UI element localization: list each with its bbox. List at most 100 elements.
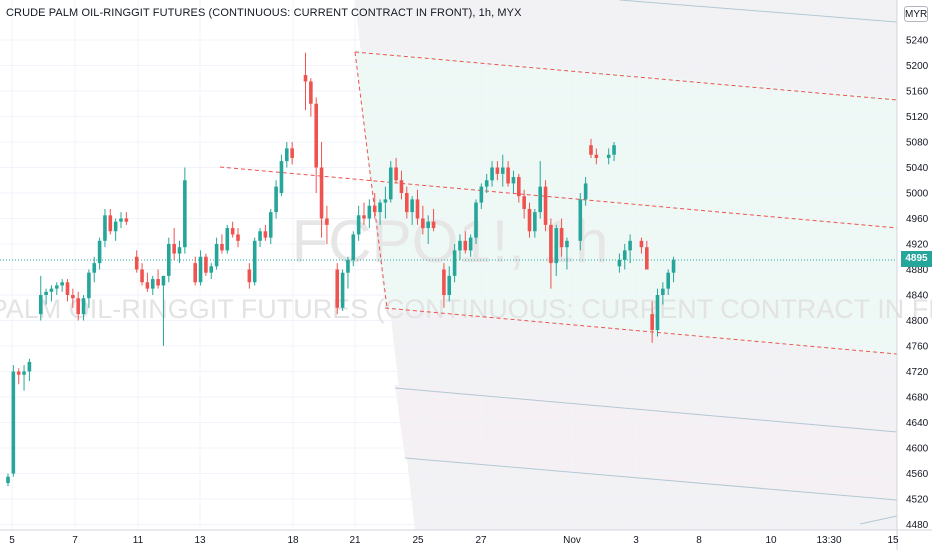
candle-body	[38, 295, 43, 315]
candle-body	[247, 269, 252, 283]
candle-body	[225, 228, 230, 251]
candle-body	[161, 275, 166, 286]
candle-body	[113, 221, 118, 232]
y-tick-label: 5080	[906, 138, 929, 149]
candle-body	[108, 215, 113, 232]
candle-body	[583, 183, 588, 200]
candle-body	[479, 186, 484, 203]
candle-body	[543, 186, 548, 225]
y-tick-label: 4800	[906, 316, 929, 327]
candle-body	[666, 272, 670, 289]
candle-body	[220, 244, 224, 251]
candle-body	[554, 228, 559, 264]
candle-body	[145, 282, 150, 289]
candle-body	[383, 199, 388, 203]
candle-body	[97, 240, 102, 264]
last-price-label: 4895	[901, 251, 932, 267]
candle-body	[71, 295, 75, 299]
candle-body	[378, 202, 382, 213]
candle-body	[209, 266, 214, 273]
fib-line	[394, 387, 898, 433]
currency-button[interactable]: MYR	[904, 6, 928, 22]
candle-body	[578, 199, 583, 241]
y-tick-label: 4960	[906, 214, 929, 225]
candle-body	[346, 259, 350, 273]
channel-fill	[355, 50, 897, 355]
y-tick-label: 4880	[906, 265, 929, 276]
candle-body	[452, 250, 457, 276]
candle-body	[594, 154, 599, 158]
candle-body	[506, 167, 510, 184]
candle-body	[49, 288, 54, 292]
candle-body	[388, 167, 393, 200]
candle-body	[622, 250, 627, 260]
y-tick-label: 4840	[906, 291, 929, 302]
candle-body	[60, 282, 64, 286]
y-tick-label: 5040	[906, 163, 929, 174]
candle-body	[103, 215, 107, 241]
candle-body	[290, 148, 294, 158]
candle-body	[538, 186, 542, 213]
x-tick-label: 7	[72, 535, 78, 546]
candle-body	[274, 186, 278, 213]
candle-body	[198, 256, 203, 283]
x-tick-label: 27	[475, 535, 487, 546]
x-tick-label: 13	[194, 535, 206, 546]
x-tick-label: 15	[887, 535, 899, 546]
candle-body	[92, 263, 97, 273]
candle-body	[27, 361, 32, 372]
candle-body	[372, 205, 377, 213]
price-axis: 4480 4520 4560 4600 4640 4680 4720 4760 4800 4840…	[896, 0, 929, 550]
candle-body	[426, 221, 430, 229]
y-tick-label: 5240	[906, 36, 929, 47]
candle-body	[474, 202, 478, 238]
x-tick-label: 21	[349, 535, 361, 546]
candle-body	[252, 240, 257, 283]
candle-body	[442, 269, 446, 295]
candle-body	[650, 314, 654, 331]
chart-drawings	[0, 0, 898, 525]
candle-body	[522, 196, 526, 209]
watermark-description: CRUDE PALM OIL-RINGGIT FUTURES (CONTINUO…	[0, 294, 932, 324]
candle-body	[463, 240, 468, 251]
candle-body	[410, 199, 414, 213]
y-tick-label: 4920	[906, 240, 929, 251]
candle-body	[340, 272, 345, 308]
time-axis: 5 7 11 13 18 21 25 27 Nov 3 8 10 13:30 15	[0, 529, 932, 546]
x-tick-label: 18	[287, 535, 299, 546]
y-tick-label: 4600	[906, 444, 929, 455]
candle-body	[458, 240, 462, 251]
candle-body	[76, 298, 80, 315]
fib-line	[859, 515, 898, 525]
candle-body	[325, 218, 329, 225]
candle-body	[490, 167, 494, 181]
x-tick-label: 8	[696, 535, 702, 546]
candle-body	[589, 145, 593, 155]
candle-body	[617, 259, 622, 267]
candle-body	[140, 269, 144, 283]
y-tick-label: 4720	[906, 367, 929, 378]
candle-body	[356, 215, 361, 235]
candle-body	[533, 212, 537, 232]
candle-body	[399, 180, 404, 193]
candle-body	[258, 231, 262, 241]
candle-body	[606, 154, 611, 158]
candle-body	[484, 180, 489, 187]
candle-body	[394, 167, 398, 181]
candle-body	[214, 244, 219, 267]
candle-body	[351, 234, 356, 260]
candle-body	[230, 228, 235, 235]
candle-series	[6, 52, 676, 487]
y-tick-label: 5120	[906, 112, 929, 123]
candle-body	[559, 228, 564, 248]
candle-body	[421, 218, 425, 229]
candle-body	[612, 145, 616, 155]
candle-body	[124, 218, 129, 222]
candle-body	[16, 371, 21, 375]
x-tick-label: 5	[9, 535, 15, 546]
candle-body	[81, 298, 86, 315]
candle-body	[500, 167, 505, 174]
candle-body	[303, 75, 308, 82]
